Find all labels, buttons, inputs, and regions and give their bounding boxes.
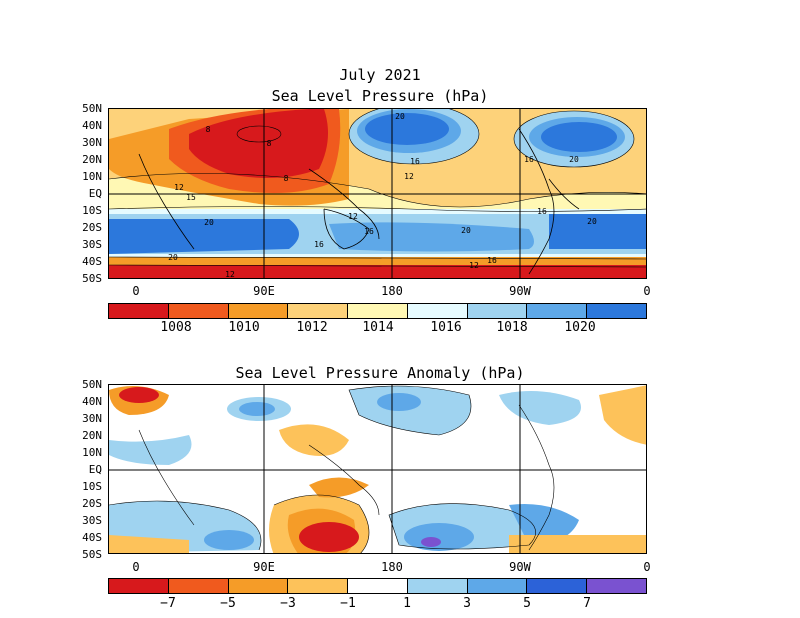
contour-label: 12: [348, 212, 358, 221]
slp-colorbar: [108, 303, 647, 319]
colorbar-tick: 1008: [160, 320, 192, 335]
bottom-title: Sea Level Pressure Anomaly (hPa): [235, 364, 525, 382]
top-title-month: July 2021: [339, 66, 421, 84]
colorbar-swatch: [168, 579, 229, 593]
lat-label: EQ: [88, 187, 102, 200]
colorbar-tick: 1020: [564, 320, 596, 335]
lat-label: 50S: [82, 272, 102, 285]
lon-label: 90W: [509, 560, 531, 574]
lat-label: 40N: [82, 119, 102, 132]
lat-label: 10S: [82, 480, 102, 493]
lat-label: EQ: [88, 463, 102, 476]
colorbar-swatch: [348, 579, 408, 593]
lat-label: 40N: [82, 395, 102, 408]
colorbar-swatch: [587, 579, 647, 593]
contour-lines: [109, 385, 555, 553]
lat-label: 50S: [82, 548, 102, 561]
lon-label: 90E: [253, 284, 275, 298]
colorbar-tick: 5: [523, 596, 531, 611]
slp-map: 8 8 8 12 15 20 20 12 16 12 16 16 20 20 1…: [108, 108, 647, 279]
lat-label: 50N: [82, 378, 102, 391]
map-region-asia-core-low: [189, 109, 328, 178]
colorbar-tick: 1012: [296, 320, 328, 335]
contour-label: 20: [395, 112, 405, 121]
colorbar-tick: 1010: [228, 320, 260, 335]
lon-label: 90E: [253, 560, 275, 574]
colorbar-tick: 1: [403, 596, 411, 611]
lon-label: 180: [381, 560, 403, 574]
lat-label: 20N: [82, 429, 102, 442]
contour-label: 8: [206, 125, 211, 134]
lat-label: 40S: [82, 531, 102, 544]
lat-label: 30N: [82, 136, 102, 149]
lon-label: 180: [381, 284, 403, 298]
colorbar-swatch: [228, 304, 289, 318]
lat-label: 10N: [82, 170, 102, 183]
lat-label: 20S: [82, 221, 102, 234]
colorbar-tick: 1018: [496, 320, 528, 335]
lat-label: 30S: [82, 238, 102, 251]
contour-label: 20: [461, 226, 471, 235]
contour-label: 16: [364, 227, 374, 236]
contour-label: 20: [587, 217, 597, 226]
contour-label: 8: [284, 174, 289, 183]
contour-label: 20: [168, 253, 178, 262]
lon-label: 90W: [509, 284, 531, 298]
colorbar-tick: −5: [220, 596, 236, 611]
colorbar-swatch: [407, 579, 468, 593]
colorbar-swatch: [348, 304, 408, 318]
contour-label: 12: [404, 172, 414, 181]
colorbar-tick: 3: [463, 596, 471, 611]
contour-label: 12: [174, 183, 184, 192]
colorbar-swatch: [467, 579, 528, 593]
coastlines: [138, 128, 580, 275]
colorbar-tick: 1016: [430, 320, 462, 335]
contour-label: 15: [186, 193, 196, 202]
contour-label: 12: [469, 261, 479, 270]
contour-label: 16: [537, 207, 547, 216]
colorbar-tick: −7: [160, 596, 176, 611]
contour-label: 20: [569, 155, 579, 164]
lat-label: 10S: [82, 204, 102, 217]
colorbar-swatch: [109, 579, 169, 593]
colorbar-swatch: [467, 304, 528, 318]
lat-label: 20S: [82, 497, 102, 510]
colorbar-swatch: [587, 304, 647, 318]
lat-label: 20N: [82, 153, 102, 166]
lat-label: 50N: [82, 102, 102, 115]
colorbar-swatch: [228, 579, 289, 593]
contour-label: 8: [267, 139, 272, 148]
lat-label: 30N: [82, 412, 102, 425]
contour-label: 16: [524, 155, 534, 164]
colorbar-swatch: [288, 579, 349, 593]
anomaly-colorbar: [108, 578, 647, 594]
colorbar-swatch: [168, 304, 229, 318]
graticule: [109, 109, 646, 278]
contour-label: 16: [314, 240, 324, 249]
contour-label: 12: [225, 270, 235, 279]
lat-label: 10N: [82, 446, 102, 459]
contour-label: 20: [204, 218, 214, 227]
lon-label: 0: [643, 560, 651, 574]
lat-label: 30S: [82, 514, 102, 527]
lon-label: 0: [132, 284, 140, 298]
colorbar-tick: 1014: [362, 320, 394, 335]
lat-label: 40S: [82, 255, 102, 268]
lon-label: 0: [132, 560, 140, 574]
colorbar-tick: 7: [583, 596, 591, 611]
colorbar-tick: −1: [340, 596, 356, 611]
colorbar-swatch: [109, 304, 169, 318]
colorbar-swatch: [288, 304, 349, 318]
colorbar-swatch: [527, 579, 588, 593]
graticule: [109, 385, 646, 553]
contour-lines: [109, 109, 646, 268]
lon-label: 0: [643, 284, 651, 298]
contour-label: 16: [487, 256, 497, 265]
colorbar-swatch: [527, 304, 588, 318]
colorbar-swatch: [407, 304, 468, 318]
contour-label: 16: [410, 157, 420, 166]
colorbar-tick: −3: [280, 596, 296, 611]
slp-anomaly-map: [108, 384, 647, 554]
top-title-variable: Sea Level Pressure (hPa): [271, 87, 489, 105]
